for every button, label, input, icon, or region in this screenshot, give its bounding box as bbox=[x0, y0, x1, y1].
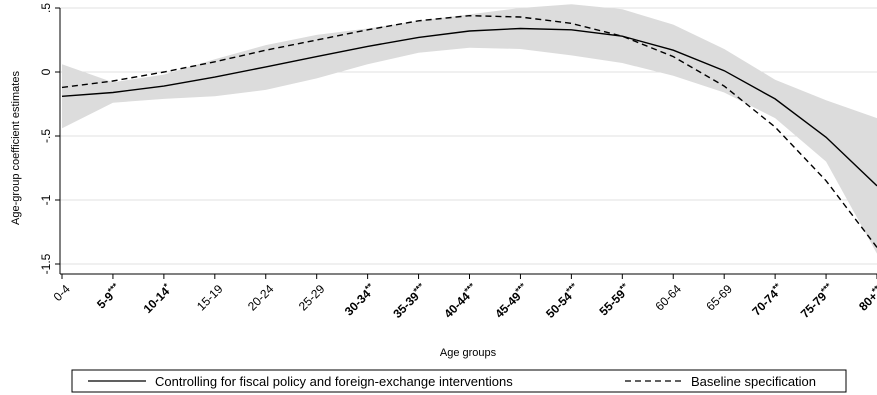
confidence-band-layer bbox=[62, 4, 877, 254]
x-tick-label-75-79: 75-79*** bbox=[797, 281, 837, 321]
legend-box bbox=[71, 369, 847, 393]
x-tick-label-80+: 80+*** bbox=[855, 281, 877, 314]
x-tick-label-60-64: 60-64 bbox=[652, 282, 684, 314]
legend-label-baseline: Baseline specification bbox=[691, 374, 816, 389]
y-tick-label-1: 0 bbox=[39, 68, 53, 75]
x-tick-label-50-54: 50-54*** bbox=[542, 281, 582, 321]
legend-label-controlling: Controlling for fiscal policy and foreig… bbox=[155, 374, 513, 389]
y-tick-label-3: -1 bbox=[39, 194, 53, 205]
x-tick-labels: 0-4 5-9*** 10-14* 15-19 20-24 25-29 30-34** 35-… bbox=[51, 281, 877, 321]
x-tick-stars-10-14: * bbox=[162, 281, 172, 291]
x-tick-group-25-29: 25-29 bbox=[296, 282, 328, 314]
x-tick-label-35-39: 35-39*** bbox=[390, 281, 430, 321]
x-tick-group-0-4: 0-4 bbox=[51, 282, 73, 304]
y-tick-labels: .5 0 -.5 -1 -1.5 bbox=[39, 3, 53, 275]
x-tick-label-70-74: 70-74** bbox=[749, 281, 787, 319]
legend: Controlling for fiscal policy and foreig… bbox=[71, 369, 847, 393]
x-tick-group-60-64: 60-64 bbox=[652, 282, 684, 314]
x-tick-label-25-29: 25-29 bbox=[296, 282, 328, 314]
confidence-band bbox=[62, 4, 877, 254]
series-line-baseline bbox=[61, 14, 877, 248]
x-tick-label-45-49: 45-49*** bbox=[491, 281, 531, 321]
x-tick-label-10-14: 10-14* bbox=[140, 281, 175, 316]
x-tick-label-15-19: 15-19 bbox=[194, 282, 226, 314]
axes-layer bbox=[55, 7, 877, 279]
y-tick-label-4: -1.5 bbox=[39, 253, 53, 274]
y-tick-label-2: -.5 bbox=[39, 129, 53, 143]
x-tick-label-30-34: 30-34** bbox=[341, 281, 379, 319]
x-tick-label-20-24: 20-24 bbox=[245, 282, 277, 314]
x-tick-label-0-4: 0-4 bbox=[51, 282, 73, 304]
y-axis-title: Age-group coefficient estimates bbox=[10, 71, 22, 225]
x-tick-group-15-19: 15-19 bbox=[194, 282, 226, 314]
x-tick-label-40-44: 40-44*** bbox=[441, 281, 481, 321]
series-layer bbox=[61, 14, 877, 248]
x-tick-group-65-69: 65-69 bbox=[703, 282, 735, 314]
series-line-controlling bbox=[61, 27, 877, 187]
x-tick-label-55-59: 55-59** bbox=[596, 281, 634, 319]
y-tick-label-0: .5 bbox=[39, 3, 53, 13]
x-tick-label-65-69: 65-69 bbox=[703, 282, 735, 314]
x-tick-label-5-9: 5-9*** bbox=[93, 281, 124, 312]
x-axis-title: Age groups bbox=[440, 347, 497, 359]
x-tick-group-20-24: 20-24 bbox=[245, 282, 277, 314]
x-tick-stars-80+: *** bbox=[870, 281, 877, 296]
